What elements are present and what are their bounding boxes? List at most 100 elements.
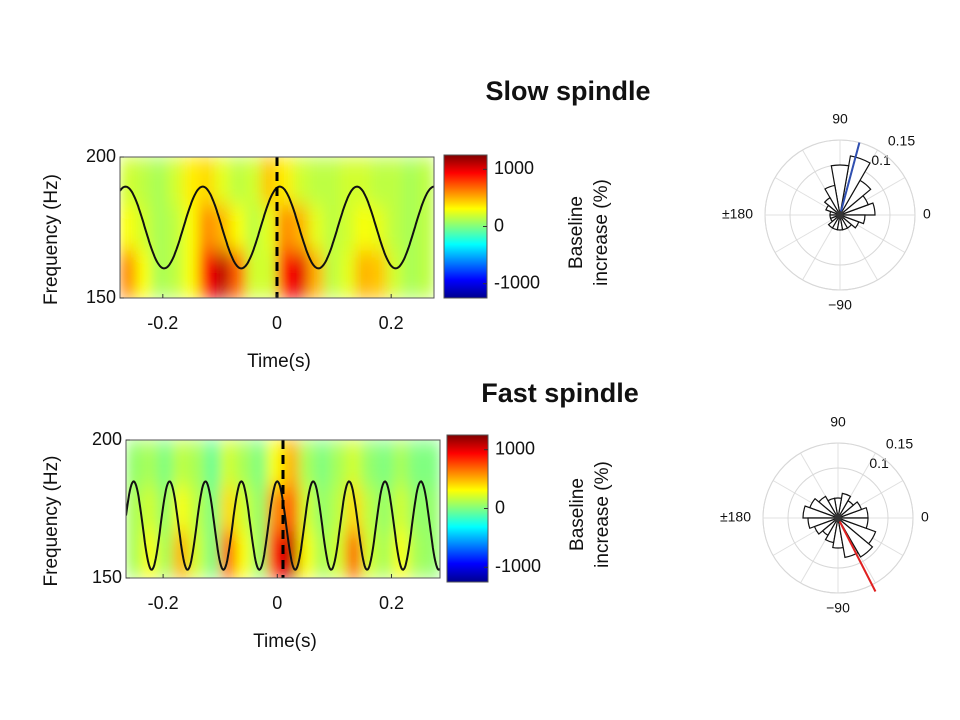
rose-bar (837, 517, 869, 530)
heat-cell (157, 531, 174, 578)
heat-cell (345, 531, 362, 578)
r-tick-label: 0.15 (888, 133, 915, 149)
heat-cell (377, 531, 394, 578)
mean-vector (837, 517, 877, 592)
rose-bar (839, 214, 866, 225)
rose-bar (837, 517, 874, 558)
heat-cell (235, 531, 253, 578)
heat-cell (229, 157, 247, 206)
colorbar-label: Baseline (567, 478, 588, 551)
heat-cell (157, 440, 174, 488)
rose-bar (823, 196, 841, 216)
y-axis-label: Frequency (Hz) (41, 456, 62, 587)
heat-cell (198, 250, 215, 298)
x-tick-label: 0 (272, 593, 282, 613)
heat-cell (298, 440, 315, 488)
x-tick-label: 0.2 (379, 593, 404, 613)
heat-cell (182, 250, 199, 298)
plot-frame (125, 439, 441, 579)
y-tick-label: 200 (86, 146, 116, 166)
heat-cell (308, 204, 325, 251)
heat-cell (204, 440, 221, 488)
polar-ring (762, 442, 914, 594)
heat-cell (173, 440, 190, 488)
heat-cell (188, 440, 205, 488)
heat-cell (339, 157, 356, 206)
heat-cell (324, 250, 341, 298)
heat-cell (361, 440, 378, 488)
heat-cell (283, 440, 300, 488)
heat-cell (267, 440, 284, 488)
heat-cell (251, 440, 268, 488)
heat-cell (298, 531, 315, 578)
panel-title: Fast spindle (481, 378, 639, 408)
rose-bar (837, 492, 852, 519)
colorbar-label: increase (%) (591, 179, 612, 286)
heat-cell (182, 157, 199, 206)
polar-ring (787, 467, 889, 569)
heat-cell (345, 440, 362, 488)
heat-cell (120, 250, 137, 298)
colorbar-tick-label: 1000 (495, 438, 535, 458)
r-tick-label: 0.1 (869, 455, 889, 471)
x-tick-label: 0 (272, 313, 282, 333)
heat-cell (339, 204, 356, 251)
colorbar-tick-label: -1000 (495, 556, 541, 576)
heat-cell (308, 157, 325, 206)
heat-cell (120, 204, 137, 251)
heat-cell (377, 440, 394, 488)
heat-cell (402, 250, 419, 298)
angle-tick-label: 90 (830, 414, 846, 430)
heat-cell (371, 204, 388, 251)
heat-cell (371, 250, 388, 298)
heat-cell (355, 157, 372, 206)
heat-cell (235, 486, 253, 532)
heat-cell (371, 157, 388, 206)
heat-cell (392, 486, 410, 532)
heat-cell (167, 204, 184, 251)
heat-cell (126, 440, 143, 488)
colorbar-label: Baseline (566, 196, 587, 269)
heat-cell (245, 157, 262, 206)
heat-cell (167, 250, 184, 298)
y-tick-label: 200 (92, 429, 122, 449)
angle-tick-label: ±180 (720, 509, 751, 525)
heat-cell (135, 250, 152, 298)
heatmap (126, 440, 440, 578)
polar-spoke (774, 214, 841, 253)
heat-cell (314, 440, 331, 488)
heat-cell (339, 250, 356, 298)
heat-cell (120, 157, 137, 206)
heat-cell (392, 440, 410, 488)
heat-cell (308, 250, 325, 298)
colorbar-tick-label: 0 (495, 497, 505, 517)
colorbar-label: increase (%) (592, 461, 613, 568)
heat-cell (188, 531, 205, 578)
heat-cell (314, 531, 331, 578)
heat-cell (182, 204, 199, 251)
rose-bar (830, 164, 850, 216)
colorbar (443, 154, 488, 299)
heat-cell (402, 204, 419, 251)
x-axis-label: Time(s) (253, 631, 317, 652)
heat-cell (292, 250, 309, 298)
heat-cell (355, 204, 372, 251)
heat-cell (408, 440, 425, 488)
heat-cell (386, 250, 404, 298)
heat-cell (402, 157, 419, 206)
heat-cell (386, 157, 404, 206)
heatmap-cells (126, 440, 440, 578)
polar-center (834, 514, 842, 522)
rose-bar (839, 155, 871, 216)
heat-cell (135, 157, 152, 206)
colorbar (446, 434, 489, 583)
polar-center (836, 211, 844, 219)
heat-cell (151, 250, 168, 298)
heat-cell (292, 157, 309, 206)
heat-cell (251, 531, 268, 578)
heat-cell (229, 204, 247, 251)
heat-cell (198, 204, 215, 251)
heat-cell (261, 250, 278, 298)
heatmap (120, 157, 434, 298)
